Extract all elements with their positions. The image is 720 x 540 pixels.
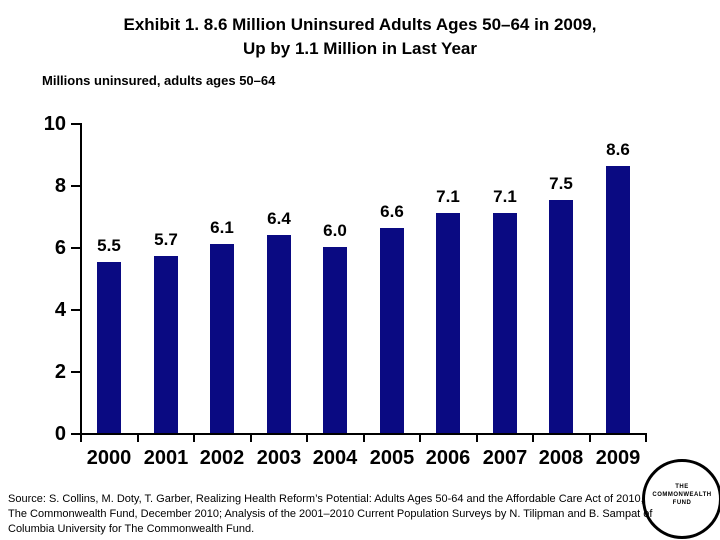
x-axis-tick bbox=[193, 435, 195, 442]
source-line-1: Source: S. Collins, M. Doty, T. Garber, … bbox=[8, 493, 644, 505]
x-axis-tick bbox=[532, 435, 534, 442]
y-axis-tick bbox=[71, 247, 80, 249]
y-axis-tick bbox=[71, 371, 80, 373]
x-axis-tick bbox=[645, 435, 647, 442]
y-axis-tick-label: 0 bbox=[54, 423, 66, 445]
logo-line-2: COMMONWEALTH bbox=[652, 492, 712, 498]
bar-value-label: 5.7 bbox=[154, 230, 178, 249]
x-axis-tick bbox=[363, 435, 365, 442]
y-axis-tick-label: 6 bbox=[54, 237, 66, 259]
bar-value-label: 6.1 bbox=[210, 218, 234, 237]
y-axis-line bbox=[80, 123, 82, 435]
y-axis-tick bbox=[71, 185, 80, 187]
bar bbox=[549, 200, 573, 433]
y-axis-tick-label: 8 bbox=[54, 175, 66, 197]
slide-title-line-1: Exhibit 1. 8.6 Million Uninsured Adults … bbox=[123, 15, 597, 34]
x-axis-tick bbox=[250, 435, 252, 442]
y-axis-tick-label: 10 bbox=[43, 113, 66, 135]
commonwealth-fund-logo: THE COMMONWEALTH FUND bbox=[642, 459, 720, 539]
logo-line-1: THE bbox=[675, 484, 689, 490]
x-axis-category-label: 2000 bbox=[86, 447, 132, 469]
source-text: Source: S. Collins, M. Doty, T. Garber, … bbox=[8, 492, 720, 537]
x-axis-category-label: 2005 bbox=[369, 447, 415, 469]
bar bbox=[380, 228, 404, 433]
bar-value-label: 6.4 bbox=[267, 209, 291, 228]
x-axis-tick bbox=[589, 435, 591, 442]
bar bbox=[493, 213, 517, 433]
y-axis-tick bbox=[71, 433, 80, 435]
x-axis-line bbox=[80, 433, 647, 435]
y-axis-tick bbox=[71, 123, 80, 125]
x-axis-category-label: 2009 bbox=[595, 447, 641, 469]
x-axis-tick bbox=[419, 435, 421, 442]
bar bbox=[97, 262, 121, 433]
x-axis-tick bbox=[80, 435, 82, 442]
bar bbox=[210, 244, 234, 433]
bar-value-label: 5.5 bbox=[97, 236, 121, 255]
bar bbox=[267, 235, 291, 433]
bar bbox=[323, 247, 347, 433]
x-axis-category-label: 2001 bbox=[143, 447, 189, 469]
source-line-2: The Commonwealth Fund, December 2010; An… bbox=[8, 508, 653, 520]
bar-value-label: 7.1 bbox=[436, 187, 460, 206]
bar bbox=[606, 166, 630, 433]
bar-value-label: 7.1 bbox=[493, 187, 517, 206]
bar-value-label: 7.5 bbox=[549, 174, 573, 193]
slide-title-line-2: Up by 1.1 Million in Last Year bbox=[243, 39, 477, 58]
bar-value-label: 6.6 bbox=[380, 202, 404, 221]
x-axis-category-label: 2006 bbox=[425, 447, 471, 469]
source-line-3: Columbia University for The Commonwealth… bbox=[8, 523, 255, 535]
y-axis-tick bbox=[71, 309, 80, 311]
logo-line-3: FUND bbox=[672, 500, 692, 506]
x-axis-tick bbox=[137, 435, 139, 442]
x-axis-category-label: 2002 bbox=[199, 447, 245, 469]
x-axis-category-label: 2008 bbox=[538, 447, 584, 469]
x-axis-tick bbox=[306, 435, 308, 442]
bar bbox=[436, 213, 460, 433]
chart-subtitle: Millions uninsured, adults ages 50–64 bbox=[42, 73, 276, 88]
bar bbox=[154, 256, 178, 433]
y-axis-tick-label: 2 bbox=[54, 361, 66, 383]
x-axis-category-label: 2003 bbox=[256, 447, 302, 469]
x-axis-category-label: 2004 bbox=[312, 447, 358, 469]
commonwealth-fund-logo-text: THE COMMONWEALTH FUND bbox=[652, 483, 711, 507]
bar-value-label: 8.6 bbox=[606, 140, 630, 159]
x-axis-category-label: 2007 bbox=[482, 447, 528, 469]
bar-value-label: 6.0 bbox=[323, 221, 347, 240]
y-axis-tick-label: 4 bbox=[54, 299, 66, 321]
x-axis-tick bbox=[476, 435, 478, 442]
slide-title: Exhibit 1. 8.6 Million Uninsured Adults … bbox=[40, 13, 680, 61]
